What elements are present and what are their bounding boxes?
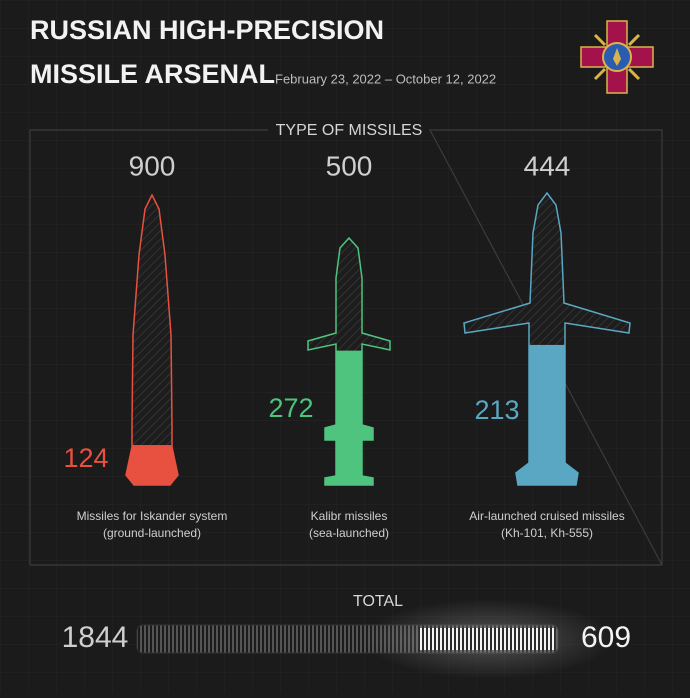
category-label-box: Missiles for Iskander system (ground-lau… [76,509,228,540]
category-label-box: Kalibr missiles (sea-launched) [308,509,390,540]
emblem [580,20,654,94]
category-label: Air-launched cruised missiles (Kh-101, K… [469,509,625,540]
total-value: 1844 [62,621,129,654]
section-label: TYPE OF MISSILES [276,122,423,139]
total-remaining-value: 609 [581,621,631,654]
total-count: 444 [524,150,571,181]
total-count: 900 [129,150,176,181]
remaining-count: 213 [474,395,519,425]
category-label-box: Air-launched cruised missiles (Kh-101, K… [469,509,625,540]
remaining-count: 124 [63,443,108,473]
total-count: 500 [326,150,373,181]
total-label: TOTAL [353,593,403,610]
subtitle: February 23, 2022 – October 12, 2022 [275,71,496,86]
missile-remaining [126,445,178,485]
title-line: RUSSIAN HIGH-PRECISION [30,15,384,45]
title-line: MISSILE ARSENAL [30,59,275,89]
category-label: Kalibr missiles (sea-launched) [308,509,390,540]
category-label: Missiles for Iskander system (ground-lau… [76,509,228,540]
remaining-bar [418,628,555,650]
remaining-count: 272 [268,393,313,423]
